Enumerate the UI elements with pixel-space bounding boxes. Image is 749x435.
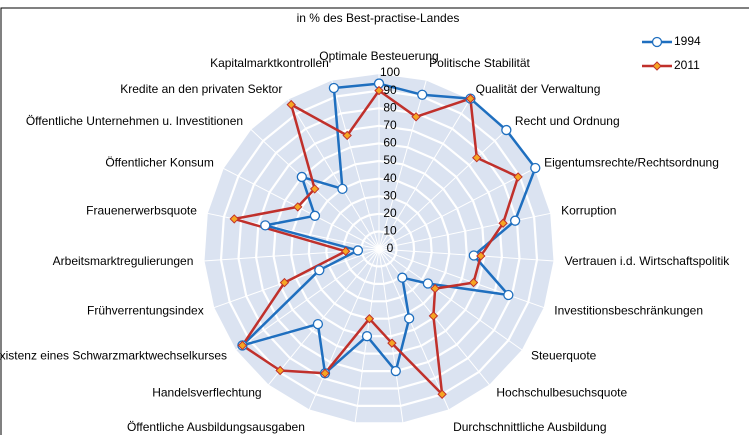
series-line — [241, 82, 537, 375]
point-marker — [437, 389, 447, 399]
point-marker — [387, 338, 397, 348]
point-marker — [337, 183, 348, 194]
r-tick-label: 0 — [387, 241, 394, 255]
r-tick-label: 70 — [383, 118, 397, 132]
category-label: Sekundarschulbesuchsquote — [327, 433, 481, 435]
category-label: Recht und Ordnung — [515, 114, 620, 128]
point-marker — [509, 215, 521, 226]
category-label: Handelsverflechtung — [152, 385, 261, 399]
point-marker — [309, 210, 321, 221]
category-label: Eigentumsrechte/Rechtsordnung — [544, 156, 719, 170]
r-tick-label: 100 — [380, 65, 400, 79]
r-tick-label: 90 — [383, 83, 397, 97]
category-label: Kredite an den privaten Sektor — [120, 82, 282, 96]
grid-ring — [342, 212, 416, 285]
point-marker — [404, 313, 415, 324]
point-marker — [275, 365, 285, 376]
point-marker — [260, 220, 271, 231]
category-label: Existenz eines Schwarzmarktwechselkurses — [0, 348, 227, 362]
legend-label: 1994 — [674, 34, 701, 48]
point-marker — [498, 218, 508, 228]
point-marker — [286, 99, 296, 110]
point-marker — [296, 171, 307, 183]
category-label: Vertrauen i.d. Wirtschaftspolitik — [565, 254, 731, 268]
category-label: Frauenerwerbsquote — [86, 203, 197, 217]
point-marker — [374, 85, 384, 96]
legend: 1994 2011 — [642, 34, 701, 72]
r-tick-label: 80 — [383, 100, 397, 114]
category-label: Öffentlicher Konsum — [105, 156, 214, 170]
r-tick-label: 30 — [383, 188, 397, 202]
grid-ring — [254, 124, 504, 373]
radar-marks — [229, 78, 541, 399]
category-label: Öffentliche Unternehmen u. Investitionen — [26, 114, 243, 128]
category-label: Zölle — [341, 433, 367, 435]
category-label: Kapitalmarktkontrollen — [210, 56, 329, 70]
chart-frame — [0, 7, 749, 435]
point-marker — [237, 340, 248, 351]
r-tick-label: 20 — [383, 206, 397, 220]
category-label: Investitionsbeschränkungen — [554, 303, 703, 317]
point-marker — [472, 152, 482, 163]
point-marker — [476, 251, 486, 261]
legend-marker — [651, 36, 663, 48]
point-marker — [342, 130, 352, 141]
point-marker — [340, 246, 351, 256]
grid-ring — [360, 230, 398, 268]
point-marker — [397, 272, 408, 283]
r-tick-label: 40 — [383, 171, 397, 185]
point-marker — [229, 214, 239, 224]
category-label: Durchschnittliche Ausbildung — [453, 420, 606, 434]
point-marker — [390, 365, 401, 377]
point-marker — [361, 331, 373, 342]
category-label: Korruption — [561, 203, 616, 217]
grid-ring — [272, 142, 486, 355]
point-marker — [328, 82, 340, 94]
point-marker — [279, 277, 290, 288]
point-marker — [417, 89, 428, 100]
point-marker — [503, 289, 514, 301]
point-marker — [468, 277, 479, 288]
grid-ring — [237, 107, 521, 390]
legend-label: 2011 — [674, 58, 700, 72]
point-marker — [428, 311, 439, 321]
point-marker — [530, 162, 541, 174]
chart-title: in % des Best-practise-Landes — [297, 11, 460, 25]
grid-ring — [325, 195, 433, 303]
point-marker — [465, 93, 476, 104]
r-tick-label: 60 — [383, 136, 397, 150]
series-line — [233, 89, 520, 396]
point-marker — [352, 245, 364, 256]
point-marker — [430, 283, 440, 294]
category-label: Steuerquote — [531, 348, 597, 362]
grid-ring — [290, 159, 468, 338]
point-marker — [320, 368, 330, 379]
category-label: Optimale Besteuerung — [319, 49, 438, 63]
r-tick-label: 10 — [383, 224, 397, 238]
category-label: Qualität der Verwaltung — [476, 82, 601, 96]
category-label: Politische Stabilität — [429, 56, 530, 70]
point-marker — [411, 112, 421, 122]
grid-ring — [219, 89, 539, 407]
legend-marker — [652, 61, 662, 71]
category-label: Arbeitsmarktregulierungen — [53, 254, 194, 268]
point-marker — [314, 265, 325, 276]
point-marker — [422, 278, 434, 289]
point-marker — [312, 318, 324, 330]
category-label: Hochschulbesuchsquote — [496, 385, 627, 399]
point-marker — [309, 184, 320, 194]
point-marker — [293, 202, 303, 212]
point-marker — [501, 124, 512, 136]
radar-labels: 0 10 20 30 40 50 60 70 80 90 100 Optimale Besteueru… — [0, 49, 730, 435]
r-tick-label: 50 — [383, 153, 397, 167]
point-marker — [513, 172, 523, 182]
category-label: Öffentliche Ausbildungsausgaben — [127, 420, 305, 434]
category-label: Frühverrentungsindex — [87, 303, 204, 317]
point-marker — [364, 314, 375, 324]
